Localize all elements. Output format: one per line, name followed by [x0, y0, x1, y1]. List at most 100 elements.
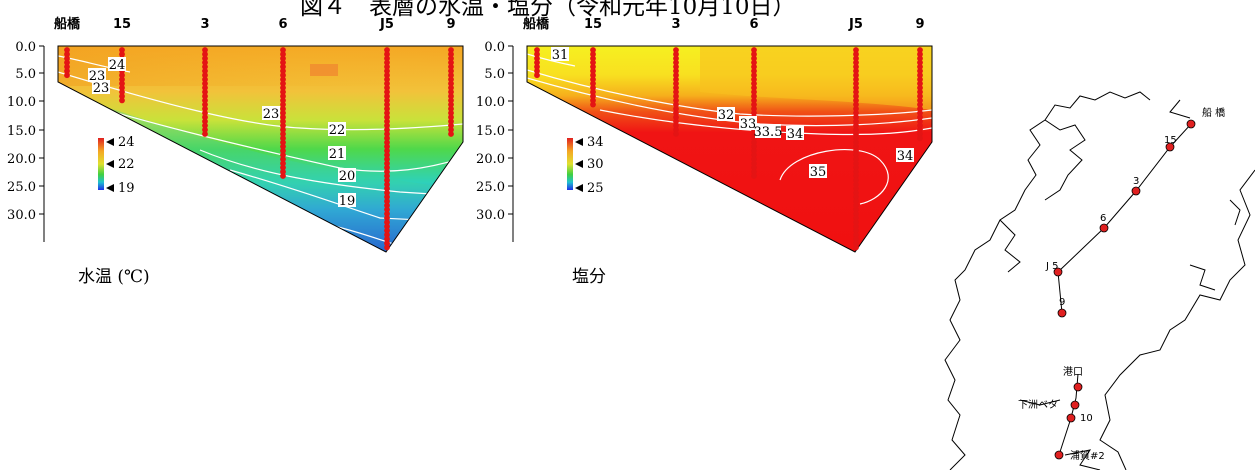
- sample-point: [384, 80, 390, 87]
- contour-label: 35: [810, 165, 827, 180]
- sample-point: [751, 110, 757, 116]
- y-tick-label: 5.0: [484, 67, 505, 82]
- sample-point: [280, 93, 286, 100]
- map-station-label: J 5: [1045, 261, 1059, 272]
- station-label: 6: [278, 17, 287, 32]
- sample-point: [202, 89, 208, 95]
- sample-point: [64, 72, 70, 79]
- sample-point: [280, 76, 286, 83]
- sample-point: [119, 84, 125, 91]
- y-tick-label: 15.0: [7, 124, 36, 139]
- sample-point: [119, 51, 125, 58]
- colorbar-label: 30: [587, 157, 604, 172]
- sample-point: [673, 97, 679, 104]
- sample-point: [751, 105, 757, 112]
- sample-point: [853, 89, 859, 95]
- sample-point: [534, 47, 540, 53]
- sample-point: [917, 131, 923, 137]
- sample-point: [853, 122, 859, 129]
- sample-point: [853, 131, 859, 137]
- sample-point: [853, 177, 859, 184]
- sample-point: [119, 72, 125, 79]
- station-marker: [1165, 142, 1175, 152]
- sample-point: [590, 80, 596, 87]
- sample-point: [384, 210, 390, 217]
- sample-point: [202, 51, 208, 58]
- sample-point: [119, 80, 125, 87]
- sample-point: [853, 97, 859, 104]
- sample-point: [853, 173, 859, 179]
- colorbar-temperature: 24 22 19: [98, 135, 135, 196]
- sample-point: [673, 72, 679, 79]
- sample-point: [64, 68, 70, 74]
- station-profile-column: [119, 47, 125, 104]
- sample-point: [673, 59, 679, 66]
- sample-point: [202, 93, 208, 100]
- y-tick-label: 20.0: [476, 152, 505, 167]
- y-tick-label: 0.0: [15, 40, 36, 55]
- sample-point: [448, 118, 454, 125]
- station-label: 15: [584, 17, 602, 32]
- panel-label-salinity: 塩分: [572, 267, 606, 287]
- sample-point: [853, 168, 859, 175]
- sample-point: [384, 160, 390, 167]
- sample-point: [448, 131, 454, 137]
- sample-point: [384, 55, 390, 62]
- sample-point: [202, 118, 208, 125]
- sample-point: [534, 51, 540, 58]
- sample-point: [384, 223, 390, 230]
- sample-point: [384, 89, 390, 95]
- sample-point: [853, 135, 859, 142]
- sample-point: [590, 55, 596, 62]
- sample-point: [384, 202, 390, 209]
- sample-point: [590, 59, 596, 66]
- sample-point: [384, 189, 390, 196]
- sample-point: [202, 72, 208, 79]
- colorbar-label: 19: [118, 181, 135, 196]
- sample-point: [384, 118, 390, 125]
- sample-point: [853, 223, 859, 230]
- sample-point: [917, 59, 923, 66]
- contour-label: 34: [897, 149, 914, 164]
- sample-point: [64, 55, 70, 62]
- sample-point: [853, 47, 859, 53]
- sample-point: [853, 160, 859, 167]
- sample-point: [280, 118, 286, 125]
- sample-point: [280, 101, 286, 108]
- sample-point: [853, 227, 859, 234]
- station-marker: [1099, 223, 1109, 233]
- sample-point: [673, 110, 679, 116]
- sample-point: [280, 126, 286, 133]
- sample-point: [384, 110, 390, 116]
- sample-point: [384, 206, 390, 213]
- sample-point: [202, 47, 208, 53]
- contour-label: 20: [339, 169, 356, 184]
- sample-point: [590, 47, 596, 53]
- sample-point: [853, 236, 859, 242]
- sample-point: [917, 135, 923, 142]
- sample-point: [280, 114, 286, 121]
- station-marker: [1131, 186, 1141, 196]
- contour-label: 34: [787, 127, 804, 142]
- sample-point: [673, 63, 679, 70]
- sample-point: [280, 105, 286, 112]
- station-header-temp: 船橋 15 3 6 J5 9: [54, 16, 456, 32]
- sample-point: [448, 80, 454, 87]
- sample-point: [384, 156, 390, 163]
- station-marker: [1053, 267, 1063, 277]
- sample-point: [751, 143, 757, 150]
- sample-point: [384, 93, 390, 100]
- sample-point: [751, 139, 757, 146]
- sample-point: [590, 76, 596, 83]
- sample-point: [119, 47, 125, 53]
- sample-point: [534, 55, 540, 62]
- sample-point: [853, 152, 859, 158]
- contour-label: 33.5: [754, 125, 783, 140]
- y-tick-label: 5.0: [15, 67, 36, 82]
- y-tick-label: 0.0: [484, 40, 505, 55]
- station-profile-column: [590, 47, 596, 108]
- sample-point: [280, 152, 286, 158]
- sample-point: [280, 168, 286, 175]
- sample-point: [384, 101, 390, 108]
- station-map: 船 橋 15 3 6 J 5 9 港口 下洲ベタ 10 浦賀#2: [944, 91, 1255, 470]
